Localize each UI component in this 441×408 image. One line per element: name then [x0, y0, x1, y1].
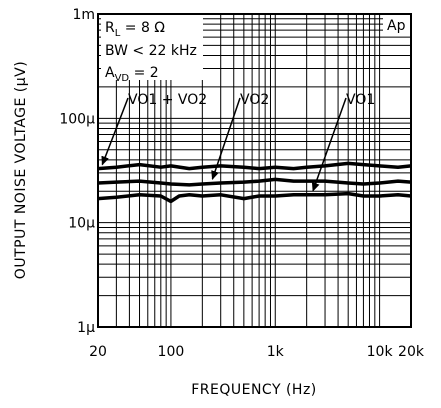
y-tick-label: 100μ	[59, 111, 95, 127]
callout-label-3: VO1	[346, 92, 375, 108]
series-line-2	[97, 177, 412, 187]
brand-background	[383, 14, 411, 34]
y-tick-label: 1m	[72, 7, 95, 23]
y-tick-label: 10μ	[68, 216, 95, 232]
tick-labels: 20 100 1k 10k 20k 1μ 10μ 100μ 1m	[59, 7, 424, 360]
brand-label: Ap	[387, 18, 406, 34]
callout-arrow-3	[311, 97, 347, 192]
condition-rl: RL = 8 Ω	[105, 20, 165, 39]
x-tick-label: 1k	[267, 344, 285, 360]
condition-avd: AVD = 2	[105, 65, 159, 84]
conditions-background	[101, 14, 203, 80]
plot-frame	[97, 13, 412, 328]
annotation-layer: VO1 + VO2 VO2 VO1	[101, 92, 375, 192]
y-axis-title: OUTPUT NOISE VOLTAGE (μV)	[13, 61, 29, 279]
x-tick-label: 100	[158, 344, 185, 360]
series-line-1	[97, 161, 412, 171]
y-tick-label: 1μ	[77, 320, 95, 336]
x-tick-label: 10k	[367, 344, 394, 360]
condition-bw: BW < 22 kHz	[105, 43, 197, 59]
series-layer	[97, 161, 412, 204]
callout-label-1: VO1 + VO2	[128, 92, 207, 108]
x-tick-label: 20	[89, 344, 107, 360]
conditions-block: RL = 8 Ω BW < 22 kHz AVD = 2 Ap	[101, 14, 411, 84]
callout-arrow-2	[211, 97, 241, 180]
x-tick-label: 20k	[398, 344, 425, 360]
series-line-3	[97, 191, 412, 204]
callout-label-2: VO2	[240, 92, 269, 108]
x-axis-title: FREQUENCY (Hz)	[191, 382, 317, 398]
callout-arrow-1	[101, 97, 129, 166]
